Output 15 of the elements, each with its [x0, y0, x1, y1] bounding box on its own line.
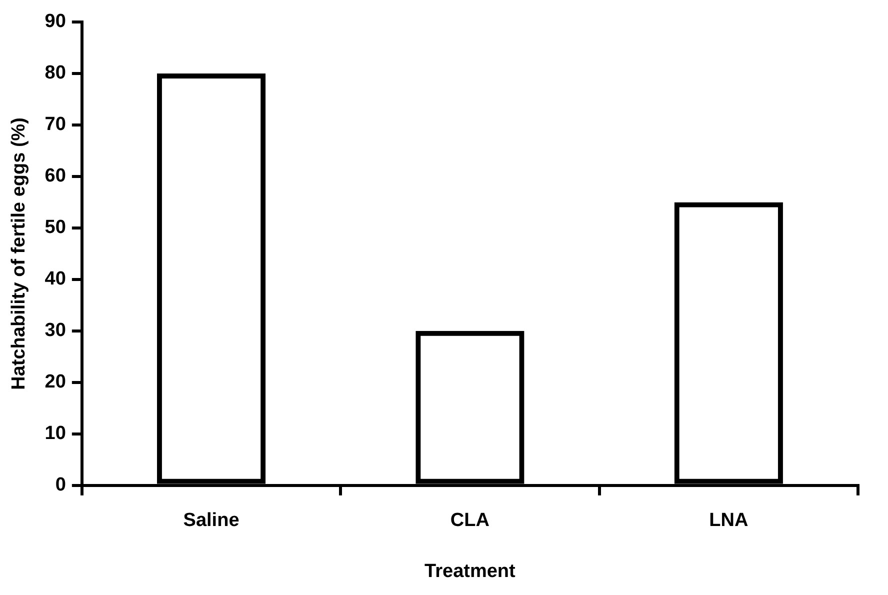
y-tick-label: 60: [44, 166, 66, 187]
y-tick-label: 10: [44, 423, 66, 444]
y-tick-label: 50: [44, 217, 66, 238]
x-axis-title: Treatment: [424, 560, 516, 582]
x-tick-label: LNA: [709, 510, 748, 532]
y-tick-label: 40: [44, 268, 66, 290]
y-tick-label: 70: [44, 114, 66, 136]
y-tick-label: 0: [55, 474, 66, 496]
y-tick-label: 30: [44, 320, 66, 342]
y-tick-label: 20: [44, 372, 66, 393]
y-axis-title: Hatchability of fertile eggs (%): [8, 118, 30, 390]
x-tick-label: Saline: [183, 510, 240, 532]
x-tick-label: CLA: [450, 510, 490, 532]
y-tick-label: 80: [44, 62, 66, 84]
y-tick-label: 90: [44, 11, 66, 32]
